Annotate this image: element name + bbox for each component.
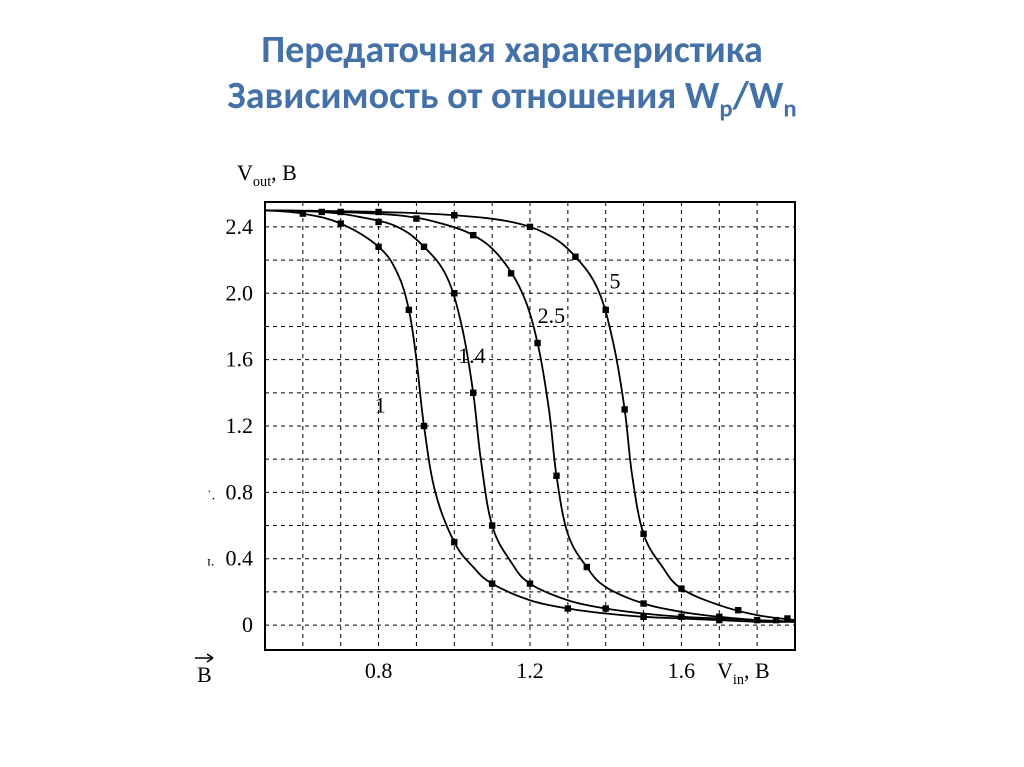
title-line-2-pre: Зависимость от отношения W bbox=[227, 73, 719, 119]
series-marker bbox=[338, 220, 344, 226]
series-marker bbox=[451, 290, 457, 296]
series-marker bbox=[375, 244, 381, 250]
series-marker bbox=[621, 406, 627, 412]
chart-svg: 0 0.4 0.8 1.2 1.6 2.0 2.4 0.8 1.2 1.6 1 1.4 2.5 5 Vout… bbox=[175, 150, 815, 710]
series-marker bbox=[735, 607, 741, 613]
series-marker bbox=[640, 600, 646, 606]
series-marker bbox=[406, 307, 412, 313]
series-marker bbox=[784, 615, 790, 621]
series-marker bbox=[553, 473, 559, 479]
series-marker bbox=[603, 605, 609, 611]
stray-mark: ˙. bbox=[207, 488, 215, 503]
y-axis-label: Vout, В bbox=[237, 160, 297, 190]
series-marker bbox=[527, 580, 533, 586]
series-marker bbox=[421, 244, 427, 250]
y-tick-label: 1.6 bbox=[226, 347, 254, 372]
series-marker bbox=[470, 390, 476, 396]
x-axis-label: Vin, В bbox=[717, 658, 770, 688]
axis-arrow-label: В bbox=[197, 662, 212, 687]
series-marker bbox=[678, 614, 684, 620]
y-tick-label: 1.2 bbox=[226, 413, 254, 438]
series-marker bbox=[489, 522, 495, 528]
y-tick-label: 2.0 bbox=[226, 280, 254, 305]
series-label: 2.5 bbox=[538, 303, 566, 328]
y-tick-label: 2.4 bbox=[226, 214, 254, 239]
series-marker bbox=[527, 224, 533, 230]
series-marker bbox=[375, 219, 381, 225]
axis-arrow-icon bbox=[195, 654, 213, 662]
series-marker bbox=[584, 564, 590, 570]
y-tick-label: 0.4 bbox=[226, 546, 254, 571]
title-line-2-mid: /W bbox=[733, 73, 784, 119]
title-sub-n: n bbox=[783, 92, 796, 123]
slide-title: Передаточная характеристика Зависимость … bbox=[0, 28, 1024, 123]
series-marker bbox=[716, 614, 722, 620]
series-marker bbox=[470, 232, 476, 238]
series-marker bbox=[489, 580, 495, 586]
transfer-characteristic-chart: 0 0.4 0.8 1.2 1.6 2.0 2.4 0.8 1.2 1.6 1 1.4 2.5 5 Vout… bbox=[175, 150, 815, 710]
series-label: 1.4 bbox=[458, 343, 486, 368]
series-marker bbox=[572, 254, 578, 260]
series-marker bbox=[534, 340, 540, 346]
series-marker bbox=[678, 585, 684, 591]
series-marker bbox=[640, 531, 646, 537]
x-tick-label: 0.8 bbox=[365, 658, 393, 683]
series-marker bbox=[508, 270, 514, 276]
slide: Передаточная характеристика Зависимость … bbox=[0, 0, 1024, 767]
series-marker bbox=[565, 605, 571, 611]
series-marker bbox=[421, 423, 427, 429]
stray-mark: ɪ. bbox=[207, 555, 214, 570]
title-line-1: Передаточная характеристика bbox=[261, 27, 763, 73]
x-tick-label: 1.2 bbox=[516, 658, 544, 683]
series-label: 5 bbox=[610, 268, 621, 293]
series-marker bbox=[413, 215, 419, 221]
title-sub-p: p bbox=[719, 92, 732, 123]
x-tick-label: 1.6 bbox=[668, 658, 696, 683]
series-marker bbox=[451, 539, 457, 545]
series-marker bbox=[451, 212, 457, 218]
y-tick-label: 0 bbox=[242, 612, 253, 637]
y-tick-label: 0.8 bbox=[226, 479, 254, 504]
series-marker bbox=[375, 209, 381, 215]
series-marker bbox=[603, 307, 609, 313]
series-label: 1 bbox=[375, 393, 386, 418]
